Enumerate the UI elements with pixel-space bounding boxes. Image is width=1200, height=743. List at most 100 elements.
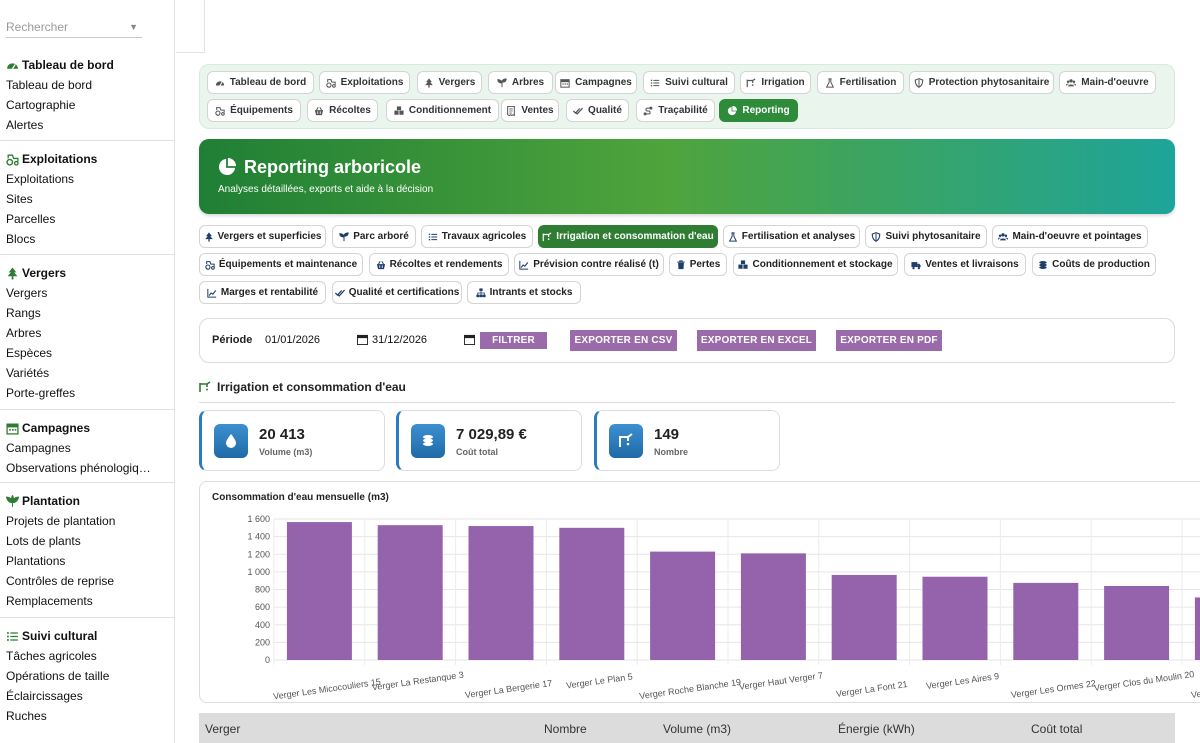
chart-title: Consommation d'eau mensuelle (m3) [212, 492, 389, 503]
sidebar-item[interactable]: Contrôles de reprise [6, 574, 115, 588]
sidebar-section-title: Suivi cultural [22, 629, 98, 643]
sidebar-section: Suivi cultural Tâches agricoles Opérations… [0, 626, 174, 726]
sitemap-icon [476, 287, 486, 297]
col-header-volume[interactable]: Volume (m3) [663, 722, 732, 736]
col-header-nombre[interactable]: Nombre [544, 722, 587, 736]
report-tab[interactable]: Récoltes et rendements [369, 253, 509, 276]
chart-bar [1104, 585, 1170, 660]
date-from-input[interactable]: 01/01/2026 [265, 331, 370, 350]
report-tab[interactable]: Travaux agricoles [421, 225, 533, 248]
sidebar-divider [0, 482, 174, 483]
export-pdf-button[interactable]: EXPORTER EN PDF [836, 330, 942, 351]
report-tab[interactable]: Marges et rentabilité [199, 281, 326, 304]
sidebar-item[interactable]: Tâches agricoles [6, 649, 97, 663]
sidebar-item[interactable]: Opérations de taille [6, 669, 110, 683]
sidebar-item[interactable]: Lots de plants [6, 534, 81, 548]
nav-item[interactable]: Exploitations [319, 71, 410, 94]
nav-item[interactable]: Traçabilité [636, 99, 715, 122]
calendar-icon[interactable] [357, 334, 368, 345]
nav-item[interactable]: Récoltes [307, 99, 378, 122]
sidebar-item[interactable]: Observations phénologiq… [6, 461, 151, 475]
nav-item-label: Ventes [521, 105, 554, 116]
nav-item[interactable]: Qualité [566, 99, 629, 122]
report-tab[interactable]: Pertes [669, 253, 727, 276]
kpi-label: Volume (m3) [259, 447, 313, 457]
sidebar-item[interactable]: Ruches [6, 709, 47, 723]
sidebar-item[interactable]: Blocs [6, 232, 36, 246]
faucet-icon [199, 381, 211, 392]
kpi-label: Nombre [654, 447, 689, 457]
report-tab[interactable]: Vergers et superficies [199, 225, 326, 248]
nav-item[interactable]: Reporting [719, 99, 798, 122]
report-tab[interactable]: Prévision contre réalisé (t) [514, 253, 664, 276]
report-tab[interactable]: Équipements et maintenance [199, 253, 363, 276]
sidebar-section: Campagnes Campagnes Observations phénologi… [0, 418, 174, 478]
sidebar-item[interactable]: Projets de plantation [6, 514, 116, 528]
report-tab[interactable]: Intrants et stocks [467, 281, 581, 304]
report-tab[interactable]: Qualité et certifications [332, 281, 462, 304]
report-tab[interactable]: Suivi phytosanitaire [865, 225, 987, 248]
bar-chart: 0 200 400 600 800 1 000 1 200 1 400 1 600 Verger … [247, 514, 1200, 702]
nav-item[interactable]: Main-d'oeuvre [1059, 71, 1156, 94]
sidebar-section-header[interactable]: Vergers [0, 263, 174, 283]
report-tab[interactable]: Parc arboré [332, 225, 416, 248]
sidebar-item[interactable]: Tableau de bord [6, 78, 93, 92]
sidebar-item[interactable]: Sites [6, 192, 33, 206]
nav-item[interactable]: Arbres [488, 71, 553, 94]
chevron-down-icon[interactable]: ▼ [129, 22, 138, 32]
nav-item[interactable]: Conditionnement [386, 99, 499, 122]
sidebar-item[interactable]: Parcelles [6, 212, 56, 226]
report-tab[interactable]: Ventes et livraisons [904, 253, 1026, 276]
col-header-verger[interactable]: Verger [205, 722, 241, 736]
nav-item[interactable]: Suivi cultural [643, 71, 735, 94]
sidebar-section-header[interactable]: Suivi cultural [0, 626, 174, 646]
sidebar-section-header[interactable]: Plantation [0, 491, 174, 511]
col-header-cout[interactable]: Coût total [1031, 722, 1083, 736]
sidebar-item[interactable]: Vergers [6, 286, 48, 300]
section-title: Irrigation et consommation d'eau [199, 380, 406, 394]
report-tab[interactable]: Conditionnement et stockage [733, 253, 898, 276]
sidebar-section-header[interactable]: Tableau de bord [0, 55, 174, 75]
date-to-input[interactable]: 31/12/2026 [372, 331, 477, 350]
list-icon [428, 233, 437, 240]
nav-item[interactable]: Équipements [207, 99, 301, 122]
calendar-icon[interactable] [464, 334, 475, 345]
nav-item[interactable]: Irrigation [740, 71, 811, 94]
period-label: Période [212, 334, 253, 346]
sidebar-item[interactable]: Rangs [6, 306, 41, 320]
y-tick-label: 600 [255, 602, 270, 612]
sidebar-item[interactable]: Campagnes [6, 441, 71, 455]
sidebar-section-header[interactable]: Campagnes [0, 418, 174, 438]
search-select[interactable]: Rechercher ▼ [6, 18, 142, 38]
y-tick-label: 800 [255, 585, 270, 595]
nav-item[interactable]: Campagnes [555, 71, 637, 94]
sidebar-item[interactable]: Remplacements [6, 594, 93, 608]
export-excel-button[interactable]: EXPORTER EN EXCEL [697, 330, 816, 351]
sidebar-item[interactable]: Arbres [6, 326, 42, 340]
filter-button[interactable]: FILTRER [480, 332, 547, 349]
sidebar-item[interactable]: Variétés [6, 366, 50, 380]
sidebar-section: Tableau de bord Tableau de bord Cartograph… [0, 55, 174, 135]
sidebar-item[interactable]: Plantations [6, 554, 66, 568]
sidebar-item[interactable]: Alertes [6, 118, 44, 132]
flask-icon [728, 231, 737, 242]
report-tab[interactable]: Irrigation et consommation d'eau [538, 225, 718, 248]
col-header-energie[interactable]: Énergie (kWh) [838, 722, 915, 736]
report-tab-label: Travaux agricoles [441, 231, 527, 242]
nav-item[interactable]: Tableau de bord [207, 71, 314, 94]
report-tab[interactable]: Coûts de production [1032, 253, 1156, 276]
sidebar-item[interactable]: Cartographie [6, 98, 76, 112]
sidebar-item[interactable]: Exploitations [6, 172, 75, 186]
nav-item[interactable]: Protection phytosanitaire [909, 71, 1054, 94]
export-csv-button[interactable]: EXPORTER EN CSV [570, 330, 677, 351]
sidebar-item[interactable]: Porte-greffes [6, 386, 76, 400]
sidebar-section-header[interactable]: Exploitations [0, 149, 174, 169]
nav-item[interactable]: Vergers [417, 71, 482, 94]
sidebar-item[interactable]: Éclaircissages [6, 689, 83, 703]
report-tab-label: Vergers et superficies [217, 231, 322, 242]
nav-item[interactable]: Ventes [501, 99, 559, 122]
sidebar-item[interactable]: Espèces [6, 346, 53, 360]
nav-item[interactable]: Fertilisation [817, 71, 904, 94]
report-tab[interactable]: Fertilisation et analyses [723, 225, 860, 248]
report-tab[interactable]: Main-d'oeuvre et pointages [992, 225, 1148, 248]
